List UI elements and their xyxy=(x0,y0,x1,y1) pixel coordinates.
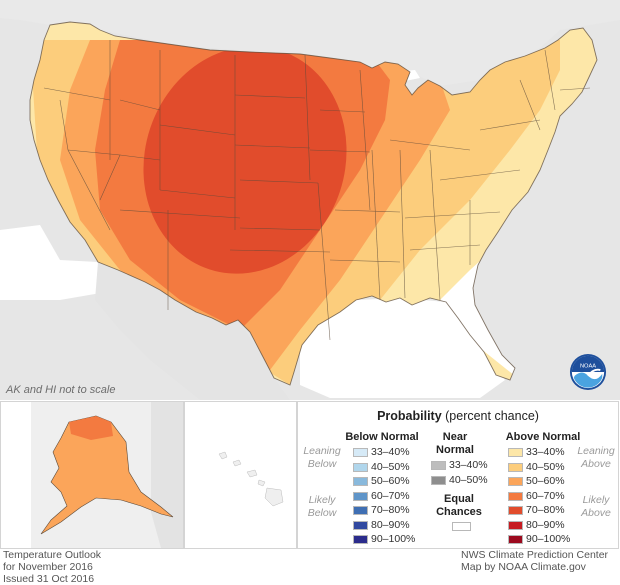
above-normal-heading: Above Normal xyxy=(505,431,581,443)
below-normal-swatch xyxy=(353,491,368,501)
leaning-above-line1: Leaning xyxy=(577,445,615,457)
above-normal-row: 60–70% xyxy=(508,489,565,502)
near-normal-heading: Near Normal xyxy=(434,431,476,457)
below-normal-swatch xyxy=(353,477,368,486)
conus-map xyxy=(0,0,620,400)
above-normal-swatch xyxy=(508,491,523,501)
legend-title-rest: (percent chance) xyxy=(441,409,539,423)
below-normal-swatch xyxy=(353,448,368,457)
footer-credit-cpc: NWS Climate Prediction Center xyxy=(461,549,609,561)
above-normal-label: 90–100% xyxy=(526,533,571,545)
below-normal-label: 70–80% xyxy=(371,504,410,516)
near-normal-label: 33–40% xyxy=(449,459,488,471)
above-normal-swatch xyxy=(508,477,523,486)
below-normal-label: 40–50% xyxy=(371,460,410,473)
above-normal-swatch xyxy=(508,535,523,544)
legend-title-bold: Probability xyxy=(377,409,442,423)
equal-chances-line1: Equal xyxy=(444,493,474,505)
leaning-above-line2: Above xyxy=(581,458,611,470)
below-normal-swatch xyxy=(353,506,368,515)
alaska-map xyxy=(1,402,183,548)
footer-title: Temperature Outlook xyxy=(3,549,102,561)
noaa-logo: NOAA xyxy=(569,353,607,391)
above-normal-swatch xyxy=(508,506,523,515)
above-normal-row: 70–80% xyxy=(508,505,565,516)
likely-above-label: Likely Above xyxy=(576,494,616,520)
noaa-logo-text: NOAA xyxy=(580,363,596,369)
below-normal-label: 90–100% xyxy=(371,533,416,545)
above-normal-row: 40–50% xyxy=(508,460,565,473)
below-normal-row: 40–50% xyxy=(353,460,410,473)
likely-above-line1: Likely xyxy=(582,494,610,506)
below-normal-label: 50–60% xyxy=(371,475,410,487)
above-normal-label: 80–90% xyxy=(526,518,565,531)
below-normal-row: 90–100% xyxy=(353,534,415,545)
above-normal-label: 33–40% xyxy=(526,446,565,458)
leaning-below-line2: Below xyxy=(307,458,337,470)
below-normal-label: 60–70% xyxy=(371,489,410,502)
leaning-above-label: Leaning Above xyxy=(576,445,616,471)
footer-right: NWS Climate Prediction Center Map by NOA… xyxy=(461,549,608,573)
above-normal-row: 90–100% xyxy=(508,534,570,545)
near-normal-heading-line1: Near xyxy=(442,431,468,443)
legend-title: Probability (percent chance) xyxy=(298,409,618,423)
below-normal-label: 80–90% xyxy=(371,518,410,531)
likely-below-line1: Likely xyxy=(308,494,336,506)
above-normal-label: 60–70% xyxy=(526,489,565,502)
above-normal-swatch xyxy=(508,520,523,530)
near-normal-swatch xyxy=(431,475,446,485)
equal-chances-heading: Equal Chances xyxy=(434,493,484,519)
near-normal-row: 40–50% xyxy=(431,473,488,486)
above-normal-swatch xyxy=(508,448,523,457)
below-normal-row: 60–70% xyxy=(353,489,410,502)
leaning-below-line1: Leaning xyxy=(303,445,341,457)
footer-issued: Issued 31 Oct 2016 xyxy=(3,573,95,585)
near-normal-swatch xyxy=(431,461,446,470)
likely-below-label: Likely Below xyxy=(302,494,342,520)
above-normal-row: 50–60% xyxy=(508,476,565,487)
near-normal-heading-line2: Normal xyxy=(436,444,474,456)
footer-credit-map: Map by NOAA Climate.gov xyxy=(461,561,586,573)
near-normal-row: 33–40% xyxy=(431,460,488,471)
below-normal-row: 50–60% xyxy=(353,476,410,487)
below-normal-heading: Below Normal xyxy=(345,431,419,443)
hawaii-map xyxy=(185,402,296,548)
below-normal-row: 70–80% xyxy=(353,505,410,516)
likely-below-line2: Below xyxy=(307,507,337,519)
scale-note: AK and HI not to scale xyxy=(6,384,116,396)
likely-above-line2: Above xyxy=(581,507,611,519)
above-normal-row: 33–40% xyxy=(508,447,565,458)
leaning-below-label: Leaning Below xyxy=(302,445,342,471)
above-normal-label: 50–60% xyxy=(526,475,565,487)
above-normal-label: 40–50% xyxy=(526,460,565,473)
equal-chances-swatch xyxy=(452,522,471,531)
below-normal-row: 33–40% xyxy=(353,447,410,458)
near-normal-label: 40–50% xyxy=(449,473,488,486)
above-normal-label: 70–80% xyxy=(526,504,565,516)
below-normal-swatch xyxy=(353,535,368,544)
alaska-panel xyxy=(0,401,184,549)
above-normal-swatch xyxy=(508,462,523,472)
above-normal-row: 80–90% xyxy=(508,518,565,531)
equal-chances-line2: Chances xyxy=(436,506,482,518)
footer-left: Temperature Outlook for November 2016 Is… xyxy=(3,549,101,585)
legend-panel: Probability (percent chance) Below Norma… xyxy=(297,401,619,549)
below-normal-swatch xyxy=(353,520,368,530)
hawaii-panel xyxy=(184,401,297,549)
below-normal-row: 80–90% xyxy=(353,518,410,531)
footer-period: for November 2016 xyxy=(3,561,93,573)
below-normal-swatch xyxy=(353,462,368,472)
below-normal-label: 33–40% xyxy=(371,446,410,458)
